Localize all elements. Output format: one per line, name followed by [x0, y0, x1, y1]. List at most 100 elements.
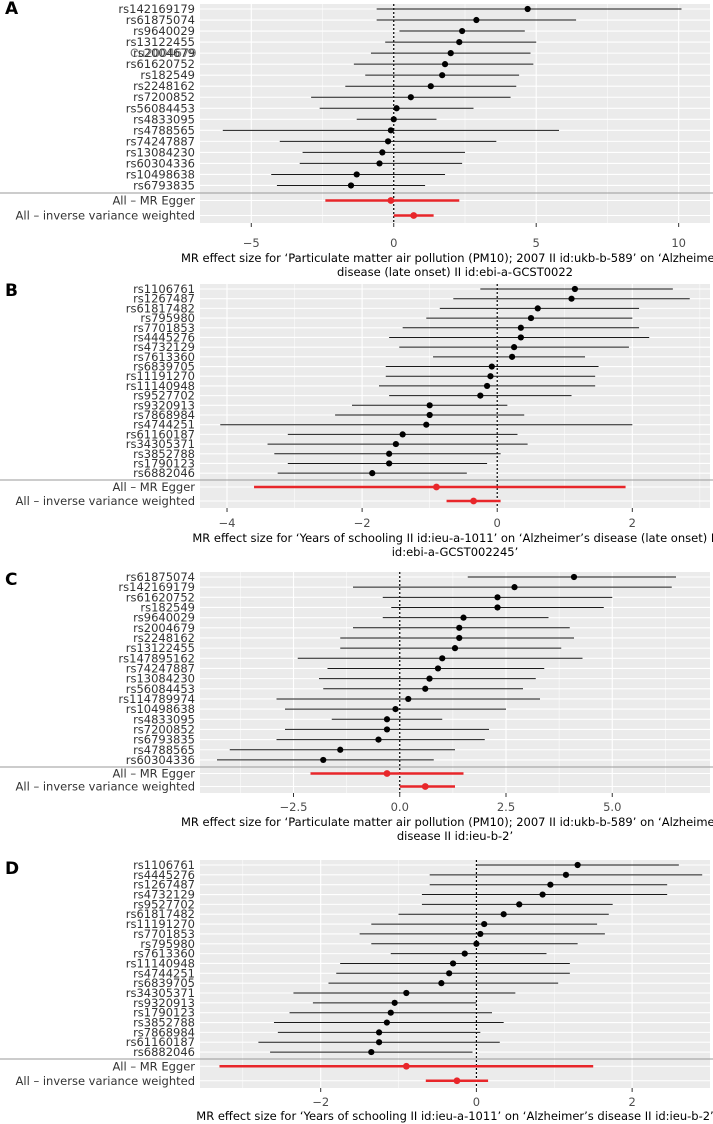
- effect-point: [441, 61, 449, 68]
- effect-point: [391, 999, 398, 1006]
- effect-point: [460, 614, 467, 621]
- snp-label: rs1267487: [133, 292, 195, 306]
- snp-label: rs9527702: [133, 389, 195, 403]
- snp-label: rs13122455: [126, 35, 195, 49]
- snp-label: rs142169179: [118, 580, 195, 594]
- summary-point: [470, 497, 477, 505]
- effect-point: [500, 911, 507, 918]
- snp-label: rs61817482: [126, 907, 195, 921]
- snp-label: rs9320913: [133, 996, 195, 1010]
- snp-label: rs34305371: [126, 986, 195, 1000]
- summary-label: All – inverse variance weighted: [16, 494, 195, 508]
- snp-label: rs61875074: [126, 570, 195, 584]
- effect-point: [562, 871, 570, 878]
- snp-label: rs4788565: [133, 123, 195, 137]
- effect-point: [456, 38, 463, 46]
- snp-label: rs795980: [140, 937, 195, 951]
- snp-label: rs11140948: [126, 956, 195, 970]
- effect-point: [426, 402, 433, 409]
- snp-label: rs56084453: [126, 101, 195, 115]
- snp-label: rs9527702: [133, 897, 195, 911]
- effect-point: [426, 675, 433, 682]
- snp-label: rs4833095: [133, 712, 195, 726]
- summary-point: [410, 212, 418, 219]
- snp-label: rs4744251: [133, 966, 195, 980]
- snp-label: rs2248162: [133, 631, 195, 645]
- snp-label: rs9640029: [133, 24, 195, 38]
- summary-point: [387, 197, 395, 204]
- effect-point: [399, 431, 406, 438]
- snp-label: rs2004679: [133, 46, 195, 60]
- snp-label: rs4445276: [133, 330, 195, 344]
- effect-point: [456, 634, 463, 642]
- snp-label: rs56084453: [126, 682, 195, 696]
- effect-point: [337, 746, 344, 753]
- x-tick-label: −2.5: [280, 800, 308, 814]
- snp-label: rs1790123: [133, 1006, 195, 1020]
- snp-label: rs61160187: [126, 427, 195, 441]
- effect-point: [570, 573, 578, 581]
- snp-label: rs61875074: [126, 13, 195, 27]
- effect-point: [508, 353, 516, 360]
- snp-label: rs7868984: [133, 408, 195, 422]
- effect-point: [426, 411, 433, 419]
- snp-label: rs1106761: [133, 858, 195, 872]
- snp-label: rs60304336: [126, 156, 195, 170]
- snp-label: rs34305371: [126, 437, 195, 451]
- snp-label: rs6839705: [133, 976, 195, 990]
- x-tick-label: −4: [219, 516, 236, 530]
- plot-background: [200, 572, 710, 793]
- snp-label: rs74247887: [126, 661, 195, 675]
- x-axis-label: disease II id:ieu-b-2’: [397, 829, 513, 843]
- effect-point: [439, 72, 446, 79]
- effect-point: [392, 440, 399, 448]
- effect-point: [434, 665, 442, 672]
- snp-label: rs147895162: [118, 651, 195, 665]
- snp-label: rs7868984: [133, 1025, 195, 1039]
- x-axis-label: disease (late onset) II id:ebi-a-GCST002…: [337, 265, 573, 279]
- effect-point: [387, 127, 394, 134]
- effect-point: [384, 138, 392, 145]
- effect-point: [571, 285, 579, 293]
- snp-label: rs4788565: [133, 743, 195, 757]
- effect-point: [375, 736, 382, 743]
- summary-label: All – inverse variance weighted: [16, 209, 195, 223]
- effect-point: [375, 1039, 383, 1046]
- x-tick-label: 2: [629, 516, 636, 530]
- snp-label: rs61160187: [126, 1035, 195, 1049]
- summary-point: [433, 483, 440, 491]
- snp-label: rs7613360: [133, 350, 195, 364]
- effect-point: [574, 861, 581, 869]
- summary-label: All – MR Egger: [112, 194, 195, 208]
- snp-label: rs9320913: [133, 398, 195, 412]
- effect-point: [392, 706, 399, 713]
- effect-point: [407, 94, 414, 101]
- effect-point: [511, 584, 518, 591]
- effect-point: [403, 989, 410, 997]
- effect-point: [386, 460, 393, 467]
- panel-label: A: [5, 0, 19, 19]
- snp-label: rs3852788: [133, 447, 195, 461]
- summary-label: All – MR Egger: [112, 480, 195, 494]
- effect-point: [524, 5, 531, 13]
- snp-label: rs7613360: [133, 947, 195, 961]
- effect-point: [473, 16, 480, 24]
- snp-label: rs4732129: [133, 340, 195, 354]
- effect-point: [447, 50, 454, 57]
- effect-point: [422, 685, 429, 692]
- effect-point: [379, 149, 386, 156]
- effect-point: [347, 182, 355, 189]
- effect-point: [438, 980, 445, 987]
- snp-label: rs61817482: [126, 301, 195, 315]
- snp-label: rs6882046: [133, 1045, 195, 1059]
- snp-label: rs6882046: [133, 466, 195, 480]
- effect-point: [387, 1009, 394, 1016]
- x-axis-label: MR effect size for ‘Years of schooling I…: [196, 1109, 713, 1123]
- snp-label: rs11191270: [126, 917, 195, 931]
- effect-point: [439, 655, 446, 662]
- snp-label: rs4744251: [133, 418, 195, 432]
- snp-label: rs13084230: [126, 672, 195, 686]
- effect-point: [386, 450, 393, 457]
